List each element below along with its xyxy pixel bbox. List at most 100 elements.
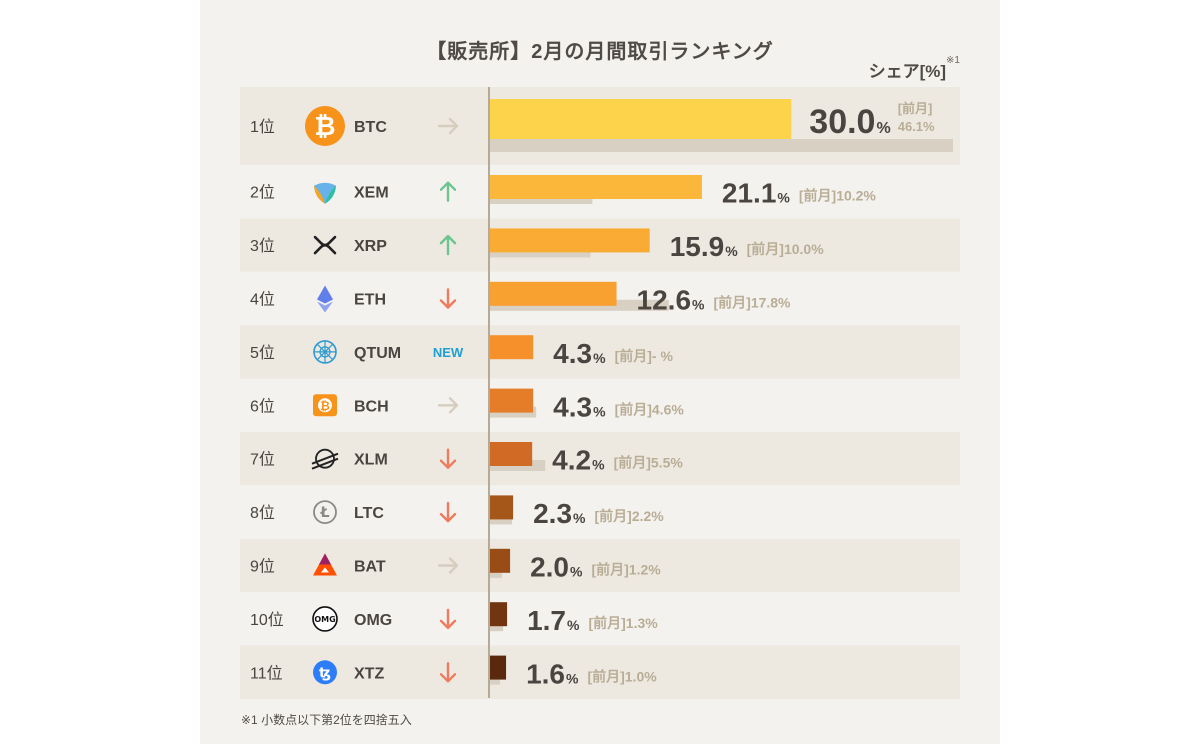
- symbol-label: LTC: [354, 505, 384, 522]
- value-label: 15.9: [670, 231, 725, 262]
- percent-sign: %: [593, 350, 606, 366]
- rank-label: 9位: [250, 558, 275, 576]
- value-label: 2.0: [530, 552, 569, 583]
- prev-month-value: 1.0%: [625, 668, 657, 684]
- arrow-right-icon: [437, 397, 459, 414]
- percent-sign: %: [567, 617, 580, 633]
- arrow-up-icon: [439, 181, 457, 202]
- arrow-up-icon: [439, 234, 457, 256]
- share-axis-label: シェア[%]※1: [868, 55, 960, 82]
- percent-sign: %: [777, 190, 790, 206]
- prev-month-value: 10.2%: [836, 188, 876, 204]
- bitcoin-icon: ₿: [305, 106, 345, 146]
- percent-sign: %: [593, 403, 606, 419]
- svg-text:OMG: OMG: [314, 615, 335, 624]
- arrow-down-icon: [439, 448, 457, 469]
- percent-sign: %: [592, 457, 605, 473]
- prev-month-tag: [前月]: [615, 348, 652, 364]
- tezos-icon: ꜩ: [313, 660, 337, 685]
- prev-month-value: 10.0%: [784, 241, 824, 257]
- row-background: [240, 485, 960, 539]
- svg-text:ꜩ: ꜩ: [319, 665, 331, 681]
- percent-sign: %: [692, 297, 705, 313]
- prev-month-value: 46.1%: [898, 119, 935, 134]
- value-label: 1.7: [527, 605, 566, 636]
- symbol-label: XLM: [354, 452, 388, 469]
- arrow-down-icon: [439, 501, 457, 523]
- percent-sign: %: [573, 510, 586, 526]
- prev-month-value: - %: [652, 348, 674, 364]
- value-label: 30.0: [809, 103, 875, 141]
- value-label: 2.3: [533, 498, 572, 529]
- prev-month-bar: [490, 139, 953, 152]
- current-bar: [490, 175, 702, 199]
- rank-label: 7位: [250, 451, 275, 469]
- value-label: 21.1: [722, 178, 777, 209]
- percent-sign: %: [725, 243, 738, 259]
- value-label: 4.3: [553, 391, 592, 422]
- symbol-label: BAT: [354, 559, 386, 576]
- rank-label: 11位: [250, 664, 283, 682]
- current-bar: [490, 388, 534, 413]
- svg-text:₿: ₿: [320, 399, 330, 413]
- value-label: 4.2: [552, 445, 591, 476]
- chart-title: 【販売所】2月の月間取引ランキング: [426, 41, 774, 63]
- current-bar: [490, 655, 507, 680]
- prev-month-tag: [前月]: [898, 101, 933, 116]
- symbol-label: XEM: [354, 185, 389, 202]
- current-bar: [490, 548, 511, 573]
- value-label: 12.6: [637, 285, 692, 316]
- current-bar: [490, 99, 792, 139]
- prev-month-tag: [前月]: [747, 241, 784, 257]
- arrow-down-icon: [439, 288, 457, 309]
- current-bar: [490, 442, 533, 466]
- arrow-down-icon: [439, 608, 457, 630]
- arrow-right-icon: [437, 557, 459, 574]
- rank-label: 8位: [250, 504, 275, 522]
- litecoin-icon: Ł: [313, 500, 337, 524]
- svg-text:Ł: Ł: [320, 505, 330, 521]
- row-background: [240, 378, 960, 432]
- symbol-label: BCH: [354, 398, 389, 415]
- rank-label: 5位: [250, 344, 275, 362]
- row-background: [240, 538, 960, 593]
- prev-month-tag: [前月]: [615, 401, 652, 417]
- current-bar: [490, 228, 650, 253]
- percent-sign: %: [566, 670, 579, 686]
- ethereum-icon: [317, 285, 333, 313]
- omg-icon: OMG: [312, 606, 338, 632]
- row-background: [240, 432, 960, 486]
- row-background: [240, 325, 960, 379]
- arrow-right-icon: [437, 117, 459, 135]
- footnote: ※1 小数点以下第2位を四捨五入: [241, 713, 412, 727]
- rank-label: 2位: [250, 184, 275, 202]
- symbol-label: OMG: [354, 612, 392, 629]
- prev-month-value: 4.6%: [652, 401, 684, 417]
- symbol-label: BTC: [354, 119, 387, 136]
- svg-text:₿: ₿: [314, 112, 335, 142]
- rank-label: 1位: [250, 118, 275, 136]
- nem-icon: [314, 182, 336, 204]
- qtum-icon: [313, 340, 337, 364]
- symbol-label: ETH: [354, 292, 386, 309]
- rank-label: 3位: [250, 237, 275, 255]
- value-label: 1.6: [526, 658, 565, 689]
- new-badge: NEW: [433, 345, 464, 360]
- bat-icon: [313, 553, 337, 576]
- stellar-icon: [311, 448, 339, 470]
- prev-month-value: 1.3%: [626, 615, 658, 631]
- current-bar: [490, 335, 534, 360]
- rank-label: 10位: [250, 611, 284, 629]
- value-label: 4.3: [553, 338, 592, 369]
- prev-month-value: 2.2%: [632, 508, 664, 524]
- rank-label: 4位: [250, 291, 275, 309]
- symbol-label: XTZ: [354, 665, 384, 682]
- row-background: [240, 592, 960, 646]
- share-label-text: シェア[%]: [868, 62, 947, 81]
- rank-label: 6位: [250, 397, 275, 415]
- prev-month-value: 17.8%: [751, 295, 791, 311]
- prev-month-tag: [前月]: [614, 455, 651, 471]
- prev-month-tag: [前月]: [587, 668, 624, 684]
- current-bar: [490, 602, 508, 627]
- share-note: ※1: [946, 55, 960, 66]
